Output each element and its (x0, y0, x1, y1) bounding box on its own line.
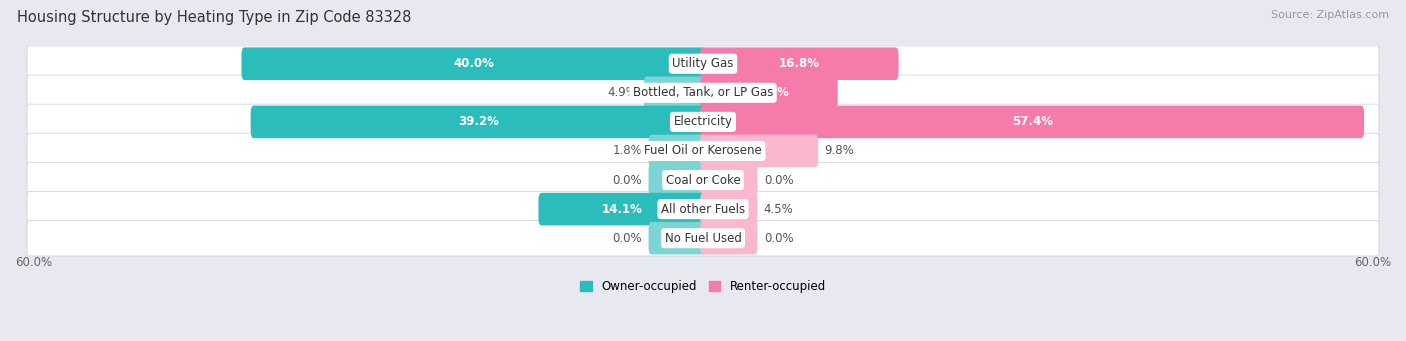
Text: Electricity: Electricity (673, 115, 733, 128)
FancyBboxPatch shape (27, 220, 1379, 256)
Text: 0.0%: 0.0% (613, 232, 643, 245)
FancyBboxPatch shape (27, 162, 1379, 198)
Text: Fuel Oil or Kerosene: Fuel Oil or Kerosene (644, 145, 762, 158)
Text: All other Fuels: All other Fuels (661, 203, 745, 216)
FancyBboxPatch shape (700, 47, 898, 80)
Text: 0.0%: 0.0% (763, 232, 793, 245)
Text: 4.9%: 4.9% (607, 86, 638, 99)
FancyBboxPatch shape (648, 135, 706, 167)
FancyBboxPatch shape (700, 222, 758, 254)
FancyBboxPatch shape (27, 133, 1379, 169)
Text: 14.1%: 14.1% (602, 203, 643, 216)
Text: 4.5%: 4.5% (763, 203, 793, 216)
FancyBboxPatch shape (644, 76, 706, 109)
Text: 0.0%: 0.0% (763, 174, 793, 187)
FancyBboxPatch shape (700, 106, 1364, 138)
Text: Housing Structure by Heating Type in Zip Code 83328: Housing Structure by Heating Type in Zip… (17, 10, 411, 25)
FancyBboxPatch shape (700, 135, 818, 167)
Text: 40.0%: 40.0% (453, 57, 494, 70)
FancyBboxPatch shape (27, 75, 1379, 110)
Text: 1.8%: 1.8% (613, 145, 643, 158)
FancyBboxPatch shape (648, 222, 706, 254)
FancyBboxPatch shape (242, 47, 706, 80)
Text: Utility Gas: Utility Gas (672, 57, 734, 70)
FancyBboxPatch shape (250, 106, 706, 138)
Text: Source: ZipAtlas.com: Source: ZipAtlas.com (1271, 10, 1389, 20)
FancyBboxPatch shape (27, 104, 1379, 139)
Text: 60.0%: 60.0% (1354, 256, 1391, 269)
Text: 60.0%: 60.0% (15, 256, 52, 269)
FancyBboxPatch shape (648, 164, 706, 196)
FancyBboxPatch shape (700, 193, 758, 225)
FancyBboxPatch shape (538, 193, 706, 225)
Text: 0.0%: 0.0% (613, 174, 643, 187)
FancyBboxPatch shape (27, 191, 1379, 227)
Text: No Fuel Used: No Fuel Used (665, 232, 741, 245)
Text: 11.5%: 11.5% (748, 86, 789, 99)
Text: 57.4%: 57.4% (1011, 115, 1053, 128)
Text: 16.8%: 16.8% (779, 57, 820, 70)
FancyBboxPatch shape (27, 46, 1379, 81)
Legend: Owner-occupied, Renter-occupied: Owner-occupied, Renter-occupied (575, 275, 831, 298)
FancyBboxPatch shape (700, 76, 838, 109)
Text: Coal or Coke: Coal or Coke (665, 174, 741, 187)
Text: 39.2%: 39.2% (458, 115, 499, 128)
Text: 9.8%: 9.8% (824, 145, 855, 158)
Text: Bottled, Tank, or LP Gas: Bottled, Tank, or LP Gas (633, 86, 773, 99)
FancyBboxPatch shape (700, 164, 758, 196)
